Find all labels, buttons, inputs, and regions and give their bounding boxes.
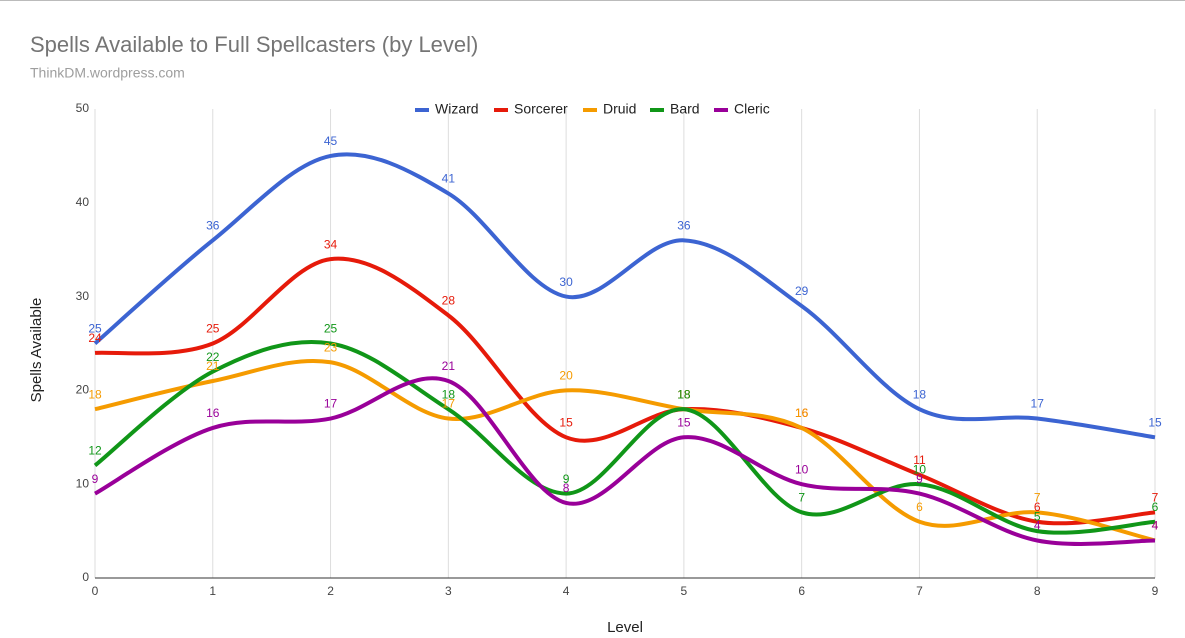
x-tick-label: 2 bbox=[327, 584, 334, 598]
data-label: 7 bbox=[798, 491, 805, 505]
data-label: 15 bbox=[559, 415, 573, 429]
data-label: 28 bbox=[442, 294, 456, 308]
series-line bbox=[93, 152, 1156, 440]
data-label: 36 bbox=[206, 218, 220, 232]
data-label: 4 bbox=[1152, 519, 1159, 533]
y-tick-label: 50 bbox=[76, 101, 90, 115]
data-label: 18 bbox=[88, 387, 102, 401]
data-label: 5 bbox=[1034, 509, 1041, 523]
data-label: 22 bbox=[206, 350, 220, 364]
x-tick-label: 5 bbox=[681, 584, 688, 598]
chart-subtitle: ThinkDM.wordpress.com bbox=[30, 65, 185, 81]
data-label: 17 bbox=[1031, 397, 1045, 411]
x-tick-label: 6 bbox=[798, 584, 805, 598]
series-line bbox=[94, 358, 1156, 543]
data-label: 23 bbox=[324, 340, 338, 354]
x-tick-label: 9 bbox=[1152, 584, 1159, 598]
data-label: 34 bbox=[324, 237, 338, 251]
data-label: 10 bbox=[913, 462, 927, 476]
x-tick-label: 0 bbox=[92, 584, 99, 598]
series-line bbox=[93, 340, 1156, 535]
data-label: 16 bbox=[206, 406, 220, 420]
data-label: 6 bbox=[916, 500, 923, 514]
x-axis-title: Level bbox=[607, 619, 643, 636]
data-label: 12 bbox=[88, 444, 102, 458]
data-label: 8 bbox=[563, 481, 570, 495]
data-label: 29 bbox=[795, 284, 809, 298]
data-label: 30 bbox=[559, 275, 573, 289]
y-tick-label: 40 bbox=[76, 195, 90, 209]
data-label: 4 bbox=[1034, 519, 1041, 533]
data-label: 4 bbox=[1152, 519, 1159, 533]
data-label: 11 bbox=[913, 453, 926, 467]
y-tick-label: 30 bbox=[76, 289, 90, 303]
data-label: 9 bbox=[563, 472, 570, 486]
data-label: 9 bbox=[92, 472, 99, 486]
data-label: 7 bbox=[1152, 491, 1159, 505]
data-label: 17 bbox=[324, 397, 338, 411]
x-tick-label: 8 bbox=[1034, 584, 1041, 598]
y-tick-label: 0 bbox=[82, 570, 89, 584]
data-label: 18 bbox=[442, 387, 456, 401]
data-label: 18 bbox=[913, 387, 927, 401]
legend-label: Cleric bbox=[734, 101, 770, 117]
x-tick-label: 4 bbox=[563, 584, 570, 598]
data-label: 18 bbox=[677, 387, 691, 401]
data-label: 45 bbox=[324, 134, 338, 148]
legend-label: Wizard bbox=[435, 101, 479, 117]
y-tick-label: 10 bbox=[76, 476, 90, 490]
x-tick-label: 1 bbox=[209, 584, 216, 598]
data-label: 25 bbox=[206, 322, 220, 336]
legend-label: Druid bbox=[603, 101, 636, 117]
data-label: 25 bbox=[324, 322, 338, 336]
x-tick-label: 3 bbox=[445, 584, 452, 598]
data-label: 21 bbox=[442, 359, 456, 373]
data-label: 6 bbox=[1034, 500, 1041, 514]
series-line bbox=[94, 376, 1156, 546]
data-label: 6 bbox=[1152, 500, 1159, 514]
y-tick-label: 20 bbox=[76, 383, 90, 397]
data-label: 41 bbox=[442, 172, 456, 186]
data-label: 21 bbox=[206, 359, 220, 373]
x-tick-label: 7 bbox=[916, 584, 923, 598]
legend-label: Bard bbox=[670, 101, 700, 117]
data-label: 17 bbox=[442, 397, 456, 411]
data-label: 18 bbox=[677, 387, 691, 401]
data-label: 25 bbox=[88, 322, 102, 336]
data-label: 36 bbox=[677, 218, 691, 232]
chart-title: Spells Available to Full Spellcasters (b… bbox=[30, 32, 478, 57]
data-label: 7 bbox=[1034, 491, 1041, 505]
y-axis-title: Spells Available bbox=[28, 298, 45, 403]
series-line bbox=[94, 256, 1156, 526]
data-label: 20 bbox=[559, 369, 573, 383]
data-label: 10 bbox=[795, 462, 809, 476]
data-label: 18 bbox=[677, 387, 691, 401]
data-label: 15 bbox=[1148, 415, 1162, 429]
legend-label: Sorcerer bbox=[514, 101, 568, 117]
data-label: 15 bbox=[677, 415, 691, 429]
data-label: 24 bbox=[88, 331, 102, 345]
data-label: 9 bbox=[916, 472, 923, 486]
data-label: 16 bbox=[795, 406, 809, 420]
data-label: 16 bbox=[795, 406, 809, 420]
